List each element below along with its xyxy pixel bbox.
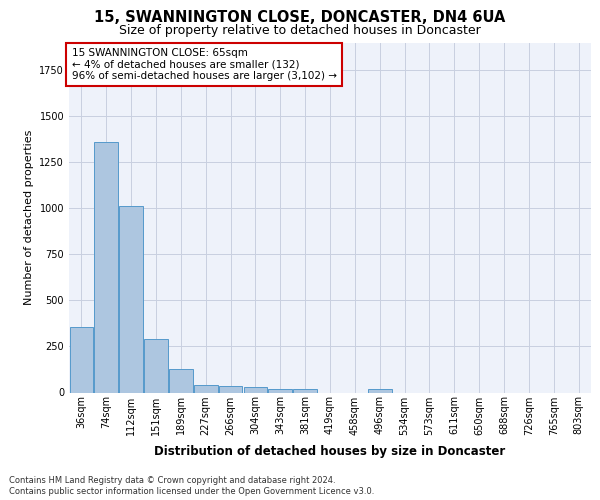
Text: 15, SWANNINGTON CLOSE, DONCASTER, DN4 6UA: 15, SWANNINGTON CLOSE, DONCASTER, DN4 6U… <box>94 10 506 25</box>
Text: Distribution of detached houses by size in Doncaster: Distribution of detached houses by size … <box>154 444 506 458</box>
Text: 15 SWANNINGTON CLOSE: 65sqm
← 4% of detached houses are smaller (132)
96% of sem: 15 SWANNINGTON CLOSE: 65sqm ← 4% of deta… <box>71 48 337 81</box>
Text: Contains public sector information licensed under the Open Government Licence v3: Contains public sector information licen… <box>9 488 374 496</box>
Bar <box>194 385 218 392</box>
Bar <box>144 339 168 392</box>
Bar <box>119 206 143 392</box>
Bar <box>244 387 267 392</box>
Text: Contains HM Land Registry data © Crown copyright and database right 2024.: Contains HM Land Registry data © Crown c… <box>9 476 335 485</box>
Bar <box>70 327 93 392</box>
Bar <box>94 142 118 393</box>
Bar <box>169 368 193 392</box>
Text: Size of property relative to detached houses in Doncaster: Size of property relative to detached ho… <box>119 24 481 37</box>
Bar <box>293 389 317 392</box>
Y-axis label: Number of detached properties: Number of detached properties <box>24 130 34 305</box>
Bar <box>268 389 292 392</box>
Bar <box>219 386 242 392</box>
Bar <box>368 389 392 392</box>
